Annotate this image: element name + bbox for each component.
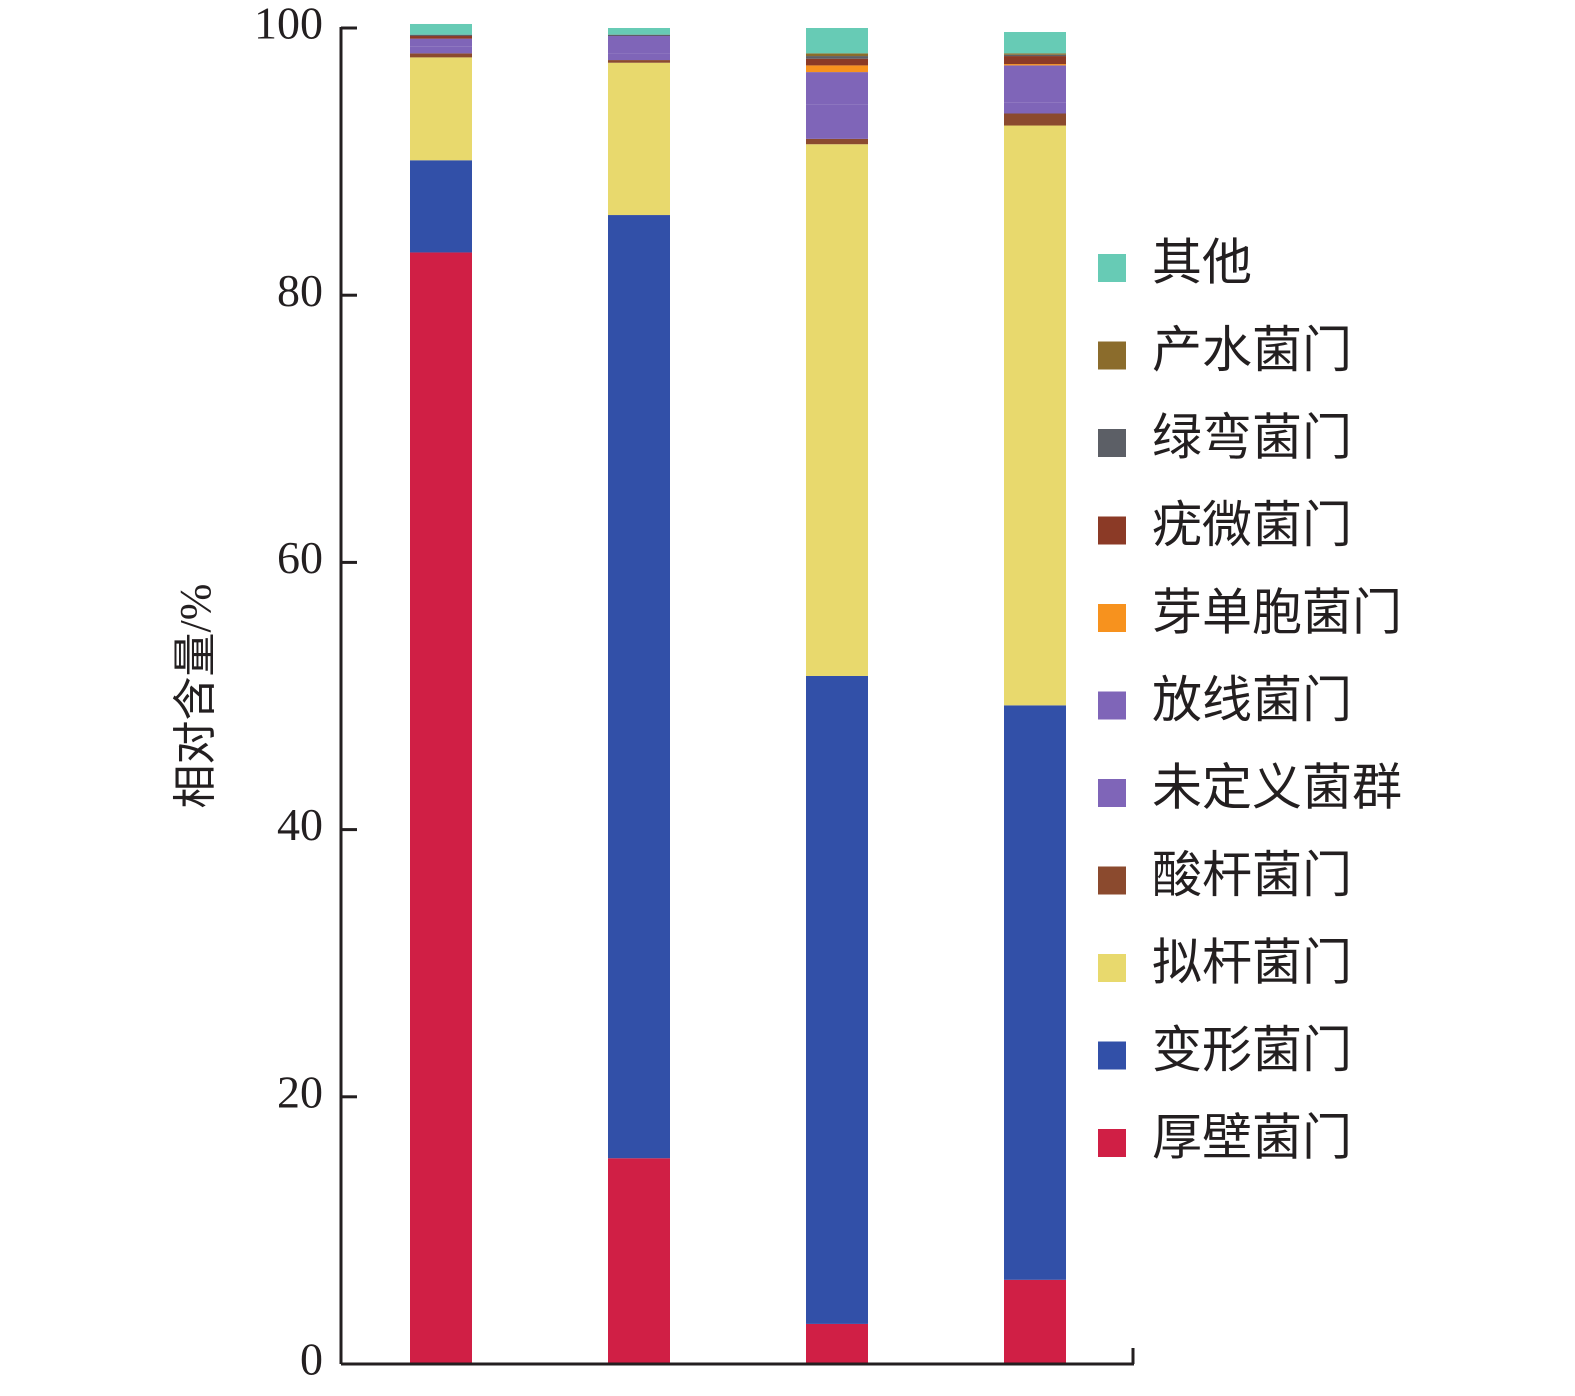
legend-label: 厚壁菌门 bbox=[1152, 1109, 1352, 1165]
bar-segment bbox=[1004, 32, 1066, 54]
bar-segment bbox=[410, 23, 472, 35]
bar-segment bbox=[806, 58, 868, 66]
legend-swatch bbox=[1098, 516, 1126, 545]
legend-label: 酸杆菌门 bbox=[1152, 847, 1352, 903]
bar-segment bbox=[1004, 54, 1066, 57]
legend: 其他产水菌门绿弯菌门疣微菌门芽单胞菌门放线菌门未定义菌群酸杆菌门拟杆菌门变形菌门… bbox=[1098, 234, 1402, 1165]
bar-segment bbox=[1004, 53, 1066, 55]
bar-segment bbox=[410, 38, 472, 47]
legend-swatch bbox=[1098, 341, 1126, 370]
y-tick-label: 0 bbox=[300, 1334, 323, 1385]
bar-segment bbox=[608, 60, 670, 63]
y-tick-label: 20 bbox=[277, 1066, 323, 1117]
bar-segment bbox=[806, 675, 868, 1324]
bar-segment bbox=[806, 138, 868, 145]
legend-swatch bbox=[1098, 691, 1126, 720]
y-tick-label: 40 bbox=[277, 799, 323, 850]
bar-segment bbox=[806, 1323, 868, 1364]
legend-swatch bbox=[1098, 779, 1126, 807]
bar-segment bbox=[410, 36, 472, 39]
bar-segment bbox=[1004, 64, 1066, 66]
bar-segment bbox=[608, 34, 670, 37]
bar-segment bbox=[410, 46, 472, 54]
legend-label: 芽单胞菌门 bbox=[1152, 584, 1402, 640]
y-tick-label: 60 bbox=[277, 532, 323, 583]
bar-segment bbox=[806, 53, 868, 57]
bar-segment bbox=[608, 28, 670, 35]
bars-layer bbox=[410, 23, 1066, 1364]
legend-swatch bbox=[1098, 604, 1126, 632]
bar-segment bbox=[1004, 56, 1066, 65]
legend-swatch bbox=[1098, 1129, 1126, 1157]
legend-label: 产水菌门 bbox=[1152, 322, 1352, 378]
legend-label: 其他 bbox=[1152, 234, 1252, 290]
y-axis-label: 相对含量/% bbox=[171, 584, 220, 809]
bar-segment bbox=[1004, 102, 1066, 114]
legend-label: 拟杆菌门 bbox=[1152, 934, 1352, 990]
bar-segment bbox=[410, 252, 472, 1364]
legend-label: 绿弯菌门 bbox=[1152, 409, 1352, 465]
legend-label: 变形菌门 bbox=[1152, 1022, 1352, 1078]
bar-segment bbox=[806, 104, 868, 139]
legend-swatch bbox=[1098, 254, 1126, 282]
bar-segment bbox=[608, 53, 670, 61]
bar-segment bbox=[806, 65, 868, 73]
bar-segment bbox=[608, 1158, 670, 1364]
bar-segment bbox=[1004, 113, 1066, 126]
bar-segment bbox=[608, 215, 670, 1159]
legend-label: 疣微菌门 bbox=[1152, 497, 1352, 553]
y-tick-label: 100 bbox=[254, 0, 323, 49]
bar-segment bbox=[608, 62, 670, 216]
bar-segment bbox=[410, 34, 472, 37]
bar-segment bbox=[1004, 705, 1066, 1280]
bar-segment bbox=[1004, 1279, 1066, 1364]
y-ticks: 0 20 40 60 80 100 bbox=[254, 0, 357, 1385]
bar-segment bbox=[410, 160, 472, 253]
bar-segment bbox=[806, 72, 868, 105]
legend-swatch bbox=[1098, 866, 1126, 895]
axes-layer bbox=[339, 27, 1135, 1366]
legend-label: 未定义菌群 bbox=[1152, 759, 1402, 815]
legend-swatch bbox=[1098, 954, 1126, 982]
bar-segment bbox=[806, 28, 868, 54]
y-tick-label: 80 bbox=[277, 265, 323, 316]
legend-swatch bbox=[1098, 1041, 1126, 1070]
bar-segment bbox=[806, 56, 868, 59]
bar-segment bbox=[1004, 65, 1066, 103]
legend-swatch bbox=[1098, 429, 1126, 457]
bar-segment bbox=[608, 36, 670, 54]
bar-segment bbox=[410, 57, 472, 161]
legend-label: 放线菌门 bbox=[1152, 672, 1352, 728]
bar-segment bbox=[806, 144, 868, 676]
bar-segment bbox=[410, 53, 472, 58]
bar-segment bbox=[1004, 125, 1066, 706]
